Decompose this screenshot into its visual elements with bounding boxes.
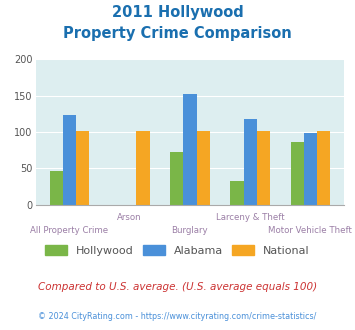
Bar: [50, 171, 63, 205]
Bar: [136, 131, 149, 205]
Text: 2011 Hollywood: 2011 Hollywood: [111, 5, 244, 20]
Bar: [183, 94, 197, 205]
Text: Larceny & Theft: Larceny & Theft: [216, 213, 284, 222]
Bar: [230, 182, 244, 205]
Text: © 2024 CityRating.com - https://www.cityrating.com/crime-statistics/: © 2024 CityRating.com - https://www.city…: [38, 312, 317, 321]
Bar: [63, 115, 76, 205]
Bar: [317, 131, 330, 205]
Bar: [170, 152, 183, 205]
Legend: Hollywood, Alabama, National: Hollywood, Alabama, National: [45, 245, 310, 255]
Bar: [244, 119, 257, 205]
Text: Compared to U.S. average. (U.S. average equals 100): Compared to U.S. average. (U.S. average …: [38, 282, 317, 292]
Text: All Property Crime: All Property Crime: [31, 226, 109, 235]
Bar: [257, 131, 270, 205]
Text: Property Crime Comparison: Property Crime Comparison: [63, 26, 292, 41]
Bar: [197, 131, 210, 205]
Text: Burglary: Burglary: [171, 226, 208, 235]
Bar: [290, 142, 304, 205]
Bar: [76, 131, 89, 205]
Text: Motor Vehicle Theft: Motor Vehicle Theft: [268, 226, 353, 235]
Text: Arson: Arson: [118, 213, 142, 222]
Bar: [304, 133, 317, 205]
